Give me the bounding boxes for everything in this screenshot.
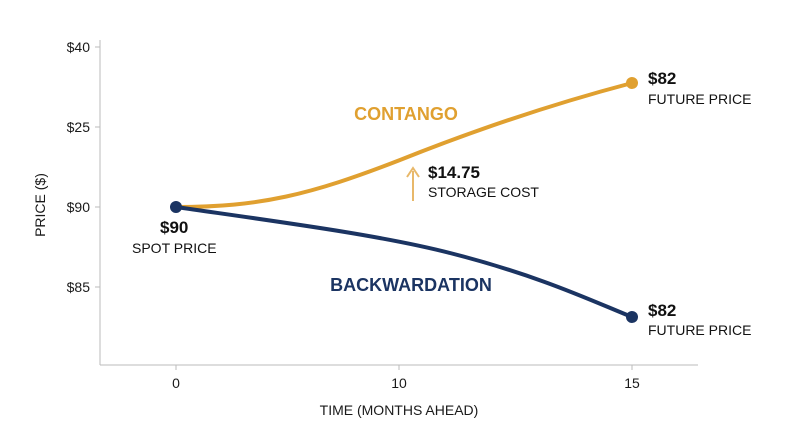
spot-price-label: SPOT PRICE [132,240,217,256]
backwardation-future-point [626,311,638,323]
storage-cost-label: STORAGE COST [428,184,539,200]
storage-cost-arrow [406,166,420,201]
y-axis-title: PRICE ($) [32,173,48,237]
contango-future-point [626,77,638,89]
storage-cost-value: $14.75 [428,163,480,182]
contango-curve [174,81,634,209]
spot-price-value: $90 [160,218,188,237]
x-tick-label: 0 [172,375,180,391]
y-tick-label: $85 [67,279,91,295]
spot-price-point [170,201,182,213]
y-tick-label: $90 [67,199,91,215]
x-axis-title: TIME (MONTHS AHEAD) [320,402,479,418]
contango-label: CONTANGO [354,104,458,124]
backwardation-future-label: FUTURE PRICE [648,322,751,338]
y-tick-label: $40 [67,39,91,55]
x-tick-label: 10 [391,375,407,391]
contango-future-value: $82 [648,69,676,88]
backwardation-label: BACKWARDATION [330,275,492,295]
x-tick-label: 15 [624,375,640,391]
y-tick-label: $25 [67,119,91,135]
backwardation-curve [174,205,634,319]
contango-future-label: FUTURE PRICE [648,91,751,107]
backwardation-future-value: $82 [648,301,676,320]
